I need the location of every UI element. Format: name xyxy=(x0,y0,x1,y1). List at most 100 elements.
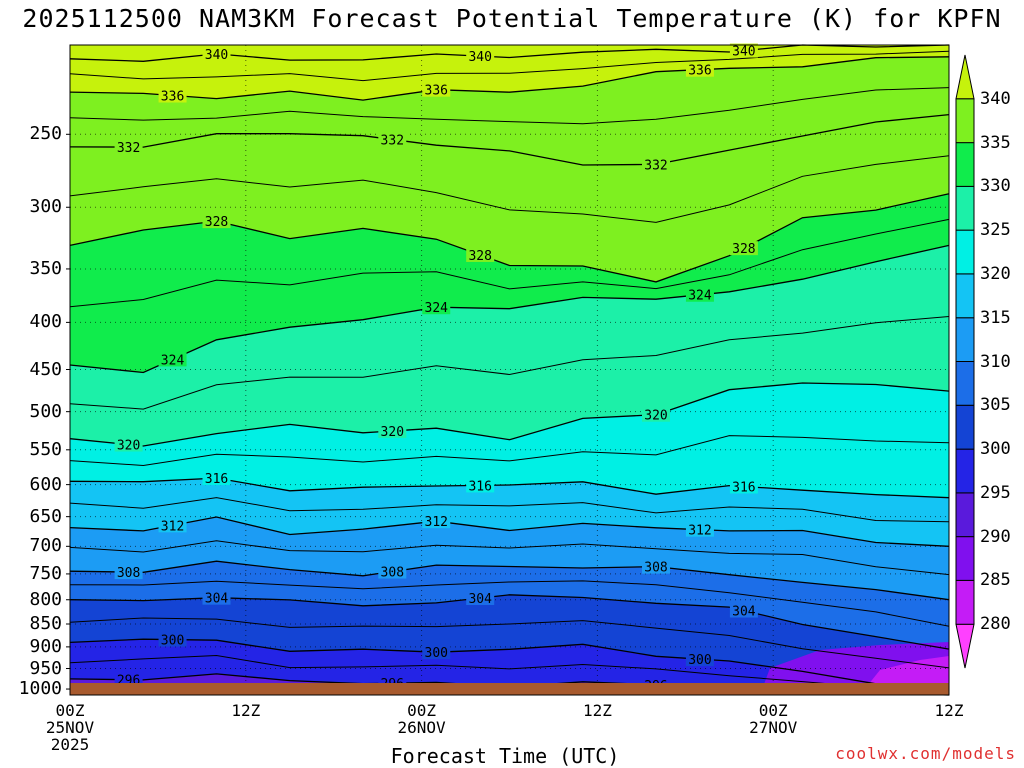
contour-label-bg xyxy=(685,652,714,667)
colorbar-tick-310: 310 xyxy=(980,351,1011,372)
x-tick-1-line-0: 12Z xyxy=(231,701,261,720)
colorbar-swatch-2 xyxy=(955,536,975,581)
contour-label-bg xyxy=(114,437,143,452)
contour-label-304: 304 xyxy=(468,592,492,607)
contour-minor-312 xyxy=(69,497,950,523)
x-tick-1: 12Z xyxy=(211,702,281,719)
contour-label-bg xyxy=(114,140,143,155)
contour-label-300: 300 xyxy=(425,646,448,661)
y-tick-450: 450 xyxy=(29,358,62,380)
contour-label-320: 320 xyxy=(117,439,140,454)
colorbar-tick-325: 325 xyxy=(980,220,1011,241)
colorbar-swatch-4 xyxy=(955,448,975,494)
y-tick-750: 750 xyxy=(29,562,62,584)
y-tick-700: 700 xyxy=(29,535,62,557)
contour-fills xyxy=(70,45,949,695)
contour-label-336: 336 xyxy=(425,84,448,99)
contour-308 xyxy=(69,560,950,601)
contour-label-332: 332 xyxy=(381,134,404,149)
contour-minor-304 xyxy=(69,580,950,627)
x-axis-label: Forecast Time (UTC) xyxy=(390,744,620,768)
colorbar-tick-305: 305 xyxy=(980,395,1011,416)
x-tick-4: 00Z 27NOV xyxy=(738,702,808,736)
contour-label-308: 308 xyxy=(644,561,667,576)
contour-label-340: 340 xyxy=(732,45,755,60)
contour-label-bg xyxy=(466,49,495,64)
x-tick-5: 12Z xyxy=(914,702,984,719)
contour-label-304: 304 xyxy=(732,605,756,620)
x-tick-4-line-1: 27NOV xyxy=(749,718,798,737)
chart-title: 2025112500 NAM3KM Forecast Potential Tem… xyxy=(22,4,1002,33)
contour-label-332: 332 xyxy=(117,141,140,156)
y-tick-400: 400 xyxy=(29,311,62,333)
contour-label-328: 328 xyxy=(732,242,755,257)
y-tick-250: 250 xyxy=(29,123,62,145)
contour-label-320: 320 xyxy=(644,409,667,424)
contour-label-bg xyxy=(202,590,231,605)
contour-label-bg xyxy=(378,423,407,438)
contour-label-bg xyxy=(642,157,670,172)
colorbar-swatch-10 xyxy=(955,185,975,231)
contour-332 xyxy=(69,113,950,166)
contour-label-304: 304 xyxy=(205,592,229,607)
contour-label-320: 320 xyxy=(381,425,404,440)
contour-label-324: 324 xyxy=(688,289,712,304)
x-tick-0-line-1: 25NOV xyxy=(45,718,95,737)
contour-label-bg xyxy=(158,352,187,367)
y-tick-800: 800 xyxy=(29,588,62,610)
contour-minor-320 xyxy=(69,316,950,410)
contour-label-316: 316 xyxy=(468,479,491,494)
colorbar-swatch-0 xyxy=(955,623,975,669)
contour-label-bg xyxy=(729,479,758,494)
colorbar-swatch-1 xyxy=(955,579,975,625)
colorbar-tick-285: 285 xyxy=(980,570,1011,591)
colorbar-swatch-9 xyxy=(955,229,975,275)
x-tick-3-line-0: 12Z xyxy=(582,701,612,720)
contour-label-328: 328 xyxy=(205,215,228,230)
contour-minor-300 xyxy=(69,617,950,669)
colorbar-tick-300: 300 xyxy=(980,439,1011,460)
credit-link[interactable]: coolwx.com/models xyxy=(835,744,1016,763)
contour-label-bg xyxy=(685,522,714,537)
contour-label-340: 340 xyxy=(205,48,228,63)
y-tick-550: 550 xyxy=(29,438,62,460)
y-tick-300: 300 xyxy=(29,196,62,218)
contour-label-336: 336 xyxy=(161,89,184,104)
contour-312 xyxy=(69,516,950,547)
contour-label-324: 324 xyxy=(161,353,185,368)
x-tick-0-line-2: 2025 xyxy=(50,735,90,754)
colorbar-swatch-7 xyxy=(955,317,975,362)
contour-label-bg xyxy=(685,287,714,302)
contour-label-312: 312 xyxy=(425,515,448,530)
x-tick-2-line-0: 00Z xyxy=(407,701,437,720)
contour-label-316: 316 xyxy=(205,472,228,487)
contour-label-336: 336 xyxy=(688,64,711,79)
colorbar-swatch-13 xyxy=(955,54,975,100)
contour-label-bg xyxy=(202,46,231,61)
colorbar-swatch-6 xyxy=(955,361,975,406)
x-tick-2-line-1: 26NOV xyxy=(397,718,446,737)
contour-label-312: 312 xyxy=(688,524,711,539)
contour-label-332: 332 xyxy=(644,158,667,173)
x-tick-4-line-0: 00Z xyxy=(758,701,788,720)
contour-label-bg xyxy=(642,407,670,422)
colorbar-swatch-3 xyxy=(955,492,975,538)
colorbar-tick-280: 280 xyxy=(980,614,1011,635)
contour-label-bg xyxy=(158,518,187,533)
contour-label-bg xyxy=(158,88,187,103)
y-tick-950: 950 xyxy=(29,657,62,679)
colorbar-tick-290: 290 xyxy=(980,526,1011,547)
contour-324 xyxy=(69,244,950,374)
y-tick-650: 650 xyxy=(29,505,62,527)
contour-lines xyxy=(69,44,950,696)
contour-label-bg xyxy=(158,632,187,647)
contour-label-308: 308 xyxy=(381,566,404,581)
x-tick-0-line-0: 00Z xyxy=(55,701,85,720)
colorbar-tick-295: 295 xyxy=(980,482,1011,503)
ground-band xyxy=(70,683,949,695)
contour-minor-308 xyxy=(69,540,950,576)
contour-label-bg xyxy=(202,214,231,229)
contour-label-300: 300 xyxy=(161,634,184,649)
contour-minor-336 xyxy=(69,50,950,82)
contour-minor-332 xyxy=(69,87,950,125)
